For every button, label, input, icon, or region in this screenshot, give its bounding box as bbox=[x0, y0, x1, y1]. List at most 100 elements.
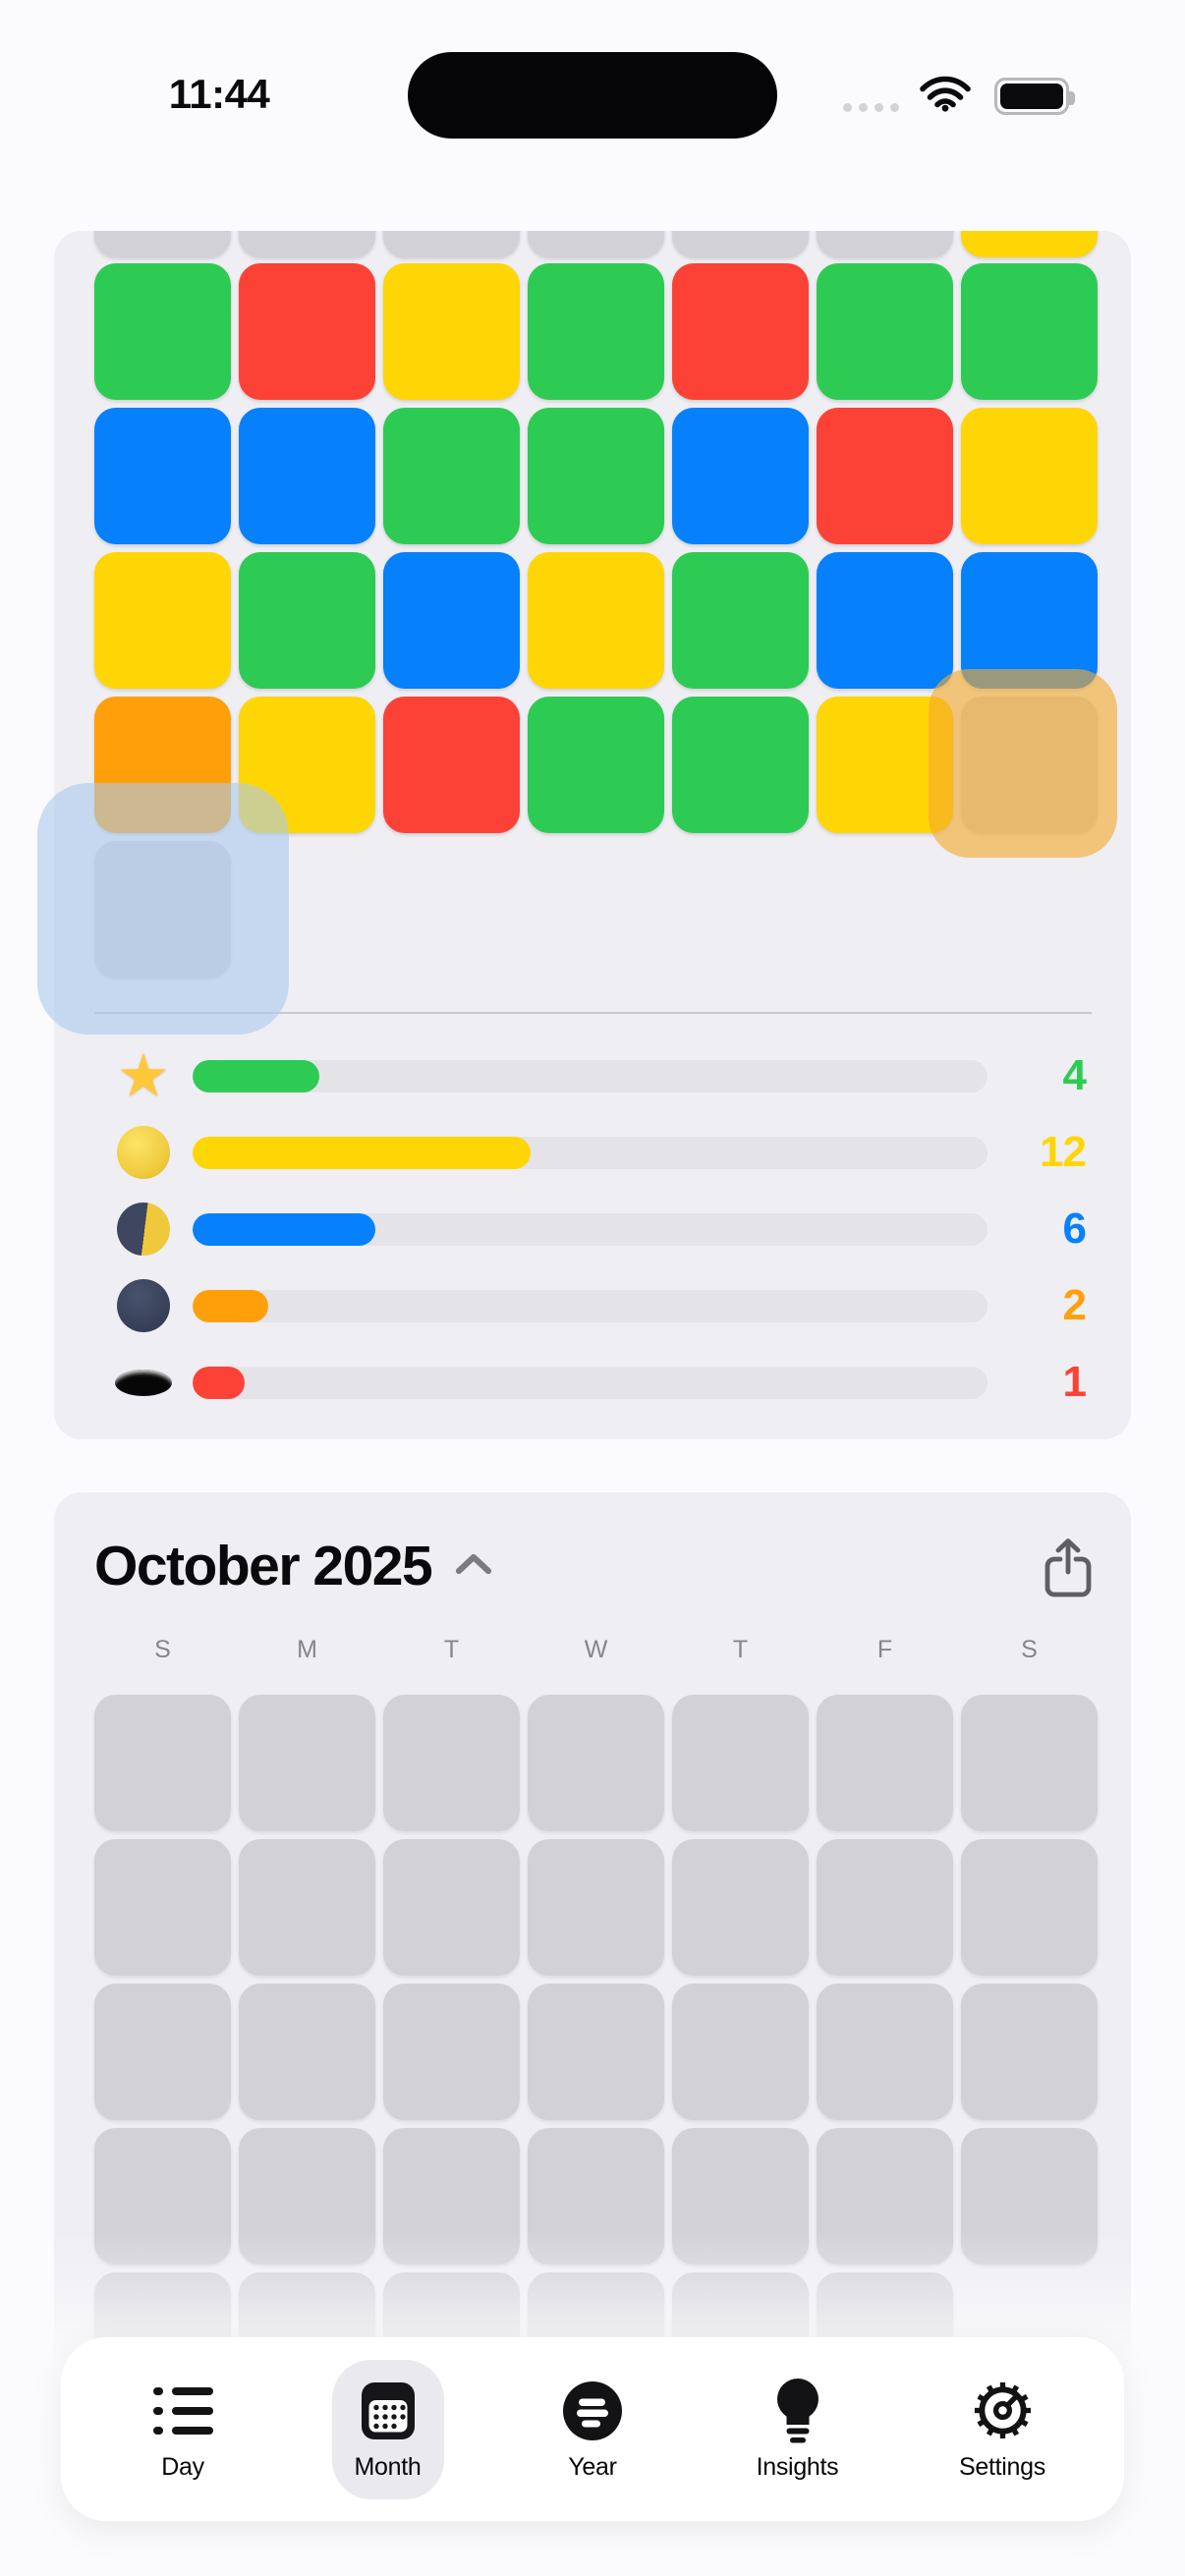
tab-label: Insights bbox=[756, 2452, 839, 2481]
day-cell[interactable] bbox=[239, 697, 375, 833]
day-cell[interactable] bbox=[672, 552, 809, 689]
day-cell[interactable] bbox=[817, 231, 953, 257]
day-cell[interactable] bbox=[383, 697, 520, 833]
day-cell-placeholder[interactable] bbox=[528, 1839, 664, 1976]
day-cell[interactable] bbox=[961, 263, 1098, 400]
current-month-card: ★ 4 12 6 2 1 bbox=[54, 231, 1131, 1439]
day-cell-placeholder[interactable] bbox=[383, 1695, 520, 1831]
day-cell[interactable] bbox=[672, 231, 809, 257]
cellular-signal-icon bbox=[843, 103, 899, 112]
day-cell-placeholder[interactable] bbox=[672, 1695, 809, 1831]
day-cell[interactable] bbox=[672, 263, 809, 400]
day-cell-placeholder[interactable] bbox=[817, 1984, 953, 2120]
day-cell-placeholder[interactable] bbox=[528, 1695, 664, 1831]
day-cell-today[interactable] bbox=[961, 697, 1098, 833]
legend-row: ★ 4 bbox=[94, 1037, 1087, 1114]
day-cell-placeholder[interactable] bbox=[94, 1839, 231, 1976]
tab-month[interactable]: Month bbox=[288, 2337, 488, 2521]
day-cell-placeholder[interactable] bbox=[528, 1984, 664, 2120]
legend-count: 2 bbox=[1062, 1281, 1087, 1329]
legend-count: 12 bbox=[1040, 1128, 1087, 1176]
day-cell[interactable] bbox=[94, 263, 231, 400]
tab-label: Year bbox=[568, 2452, 617, 2481]
day-cell-placeholder[interactable] bbox=[94, 1695, 231, 1831]
day-cell-placeholder[interactable] bbox=[672, 1984, 809, 2120]
legend-bar-fill bbox=[193, 1289, 268, 1322]
day-cell[interactable] bbox=[528, 697, 664, 833]
wifi-icon bbox=[920, 75, 971, 117]
day-cell[interactable] bbox=[528, 231, 664, 257]
day-cell-placeholder[interactable] bbox=[961, 2128, 1098, 2265]
day-cell-selected[interactable] bbox=[94, 841, 231, 978]
day-cell[interactable] bbox=[817, 263, 953, 400]
day-cell-placeholder[interactable] bbox=[672, 1839, 809, 1976]
day-cell[interactable] bbox=[817, 697, 953, 833]
day-cell[interactable] bbox=[528, 552, 664, 689]
day-cell-placeholder[interactable] bbox=[94, 1984, 231, 2120]
day-cell-placeholder[interactable] bbox=[383, 1839, 520, 1976]
day-cell[interactable] bbox=[239, 552, 375, 689]
star-icon: ★ bbox=[117, 1041, 170, 1110]
weekday-letter: S bbox=[1021, 1636, 1038, 1663]
day-cell[interactable] bbox=[961, 408, 1098, 544]
battery-full-icon bbox=[994, 78, 1075, 115]
share-button[interactable] bbox=[1037, 1532, 1100, 1602]
tab-insights[interactable]: Insights bbox=[698, 2337, 898, 2521]
day-cell[interactable] bbox=[961, 231, 1098, 257]
day-cell[interactable] bbox=[528, 408, 664, 544]
legend-bar-fill bbox=[193, 1059, 320, 1092]
day-cell[interactable] bbox=[383, 231, 520, 257]
mood-legend: ★ 4 12 6 2 1 bbox=[94, 1037, 1087, 1421]
day-cell-placeholder[interactable] bbox=[961, 1839, 1098, 1976]
day-cell-placeholder[interactable] bbox=[817, 1839, 953, 1976]
day-cell-placeholder[interactable] bbox=[961, 1984, 1098, 2120]
day-cell[interactable] bbox=[817, 408, 953, 544]
day-cell-placeholder[interactable] bbox=[817, 1695, 953, 1831]
day-cell-placeholder[interactable] bbox=[239, 1984, 375, 2120]
day-cell[interactable] bbox=[94, 231, 231, 257]
day-cell-placeholder[interactable] bbox=[94, 2128, 231, 2265]
weekday-letter: W bbox=[584, 1636, 608, 1663]
day-cell-placeholder[interactable] bbox=[239, 1839, 375, 1976]
tab-label: Month bbox=[354, 2452, 422, 2481]
day-cell[interactable] bbox=[94, 408, 231, 544]
day-cell[interactable] bbox=[239, 408, 375, 544]
day-cell-placeholder[interactable] bbox=[817, 2128, 953, 2265]
day-cell[interactable] bbox=[817, 552, 953, 689]
tab-bar: Day Month Year bbox=[61, 2337, 1124, 2521]
day-cell-placeholder[interactable] bbox=[383, 2128, 520, 2265]
legend-bar-track bbox=[193, 1289, 988, 1322]
month-header-toggle[interactable]: October 2025 bbox=[94, 1534, 492, 1598]
chevron-up-icon bbox=[455, 1552, 492, 1581]
status-time: 11:44 bbox=[168, 71, 270, 117]
legend-row: 12 bbox=[94, 1114, 1087, 1191]
legend-bar-track bbox=[193, 1059, 988, 1092]
day-cell-placeholder[interactable] bbox=[383, 1984, 520, 2120]
day-cell-placeholder[interactable] bbox=[528, 2128, 664, 2265]
day-cell-placeholder[interactable] bbox=[239, 1695, 375, 1831]
day-cell-placeholder[interactable] bbox=[672, 2128, 809, 2265]
insights-bulb-icon bbox=[774, 2378, 821, 2444]
weekday-letter: F bbox=[876, 1636, 893, 1663]
day-cell[interactable] bbox=[94, 697, 231, 833]
day-list-icon bbox=[152, 2378, 213, 2444]
day-cell[interactable] bbox=[672, 408, 809, 544]
day-cell[interactable] bbox=[383, 552, 520, 689]
year-icon bbox=[562, 2378, 623, 2444]
day-cell[interactable] bbox=[672, 697, 809, 833]
tab-day[interactable]: Day bbox=[83, 2337, 283, 2521]
day-cell-placeholder[interactable] bbox=[239, 2128, 375, 2265]
tab-settings[interactable]: Settings bbox=[902, 2337, 1102, 2521]
day-cell[interactable] bbox=[239, 231, 375, 257]
tab-label: Settings bbox=[959, 2452, 1045, 2481]
day-cell-placeholder[interactable] bbox=[961, 1695, 1098, 1831]
day-cell[interactable] bbox=[239, 263, 375, 400]
tab-year[interactable]: Year bbox=[492, 2337, 693, 2521]
day-cell[interactable] bbox=[383, 408, 520, 544]
day-cell[interactable] bbox=[528, 263, 664, 400]
day-cell[interactable] bbox=[94, 552, 231, 689]
day-cell[interactable] bbox=[383, 263, 520, 400]
legend-count: 6 bbox=[1062, 1204, 1087, 1253]
weekday-letter: M bbox=[297, 1636, 317, 1663]
day-cell[interactable] bbox=[961, 552, 1098, 689]
